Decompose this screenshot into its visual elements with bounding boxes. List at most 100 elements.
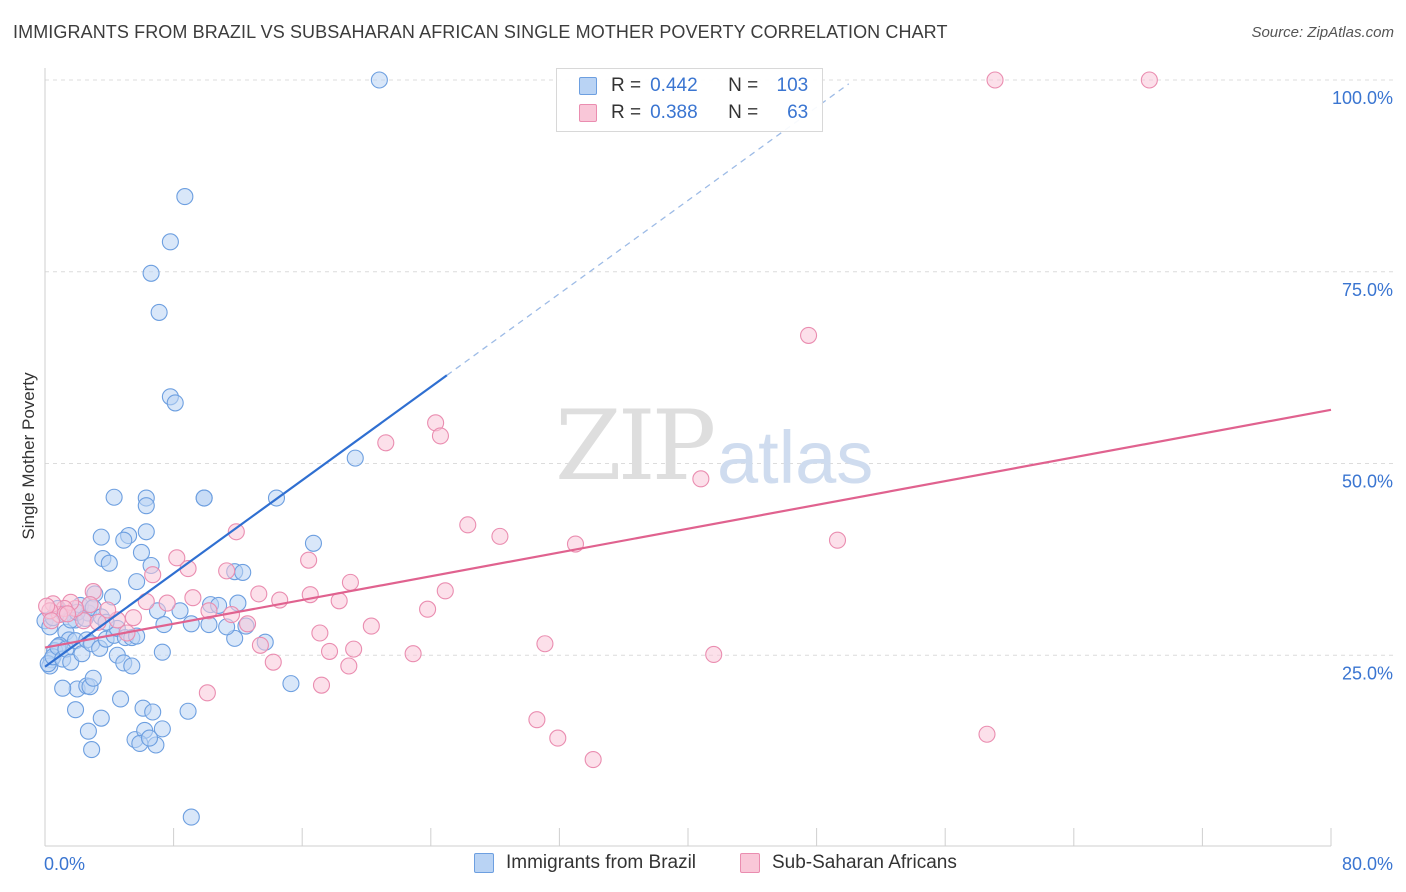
legend-label: Sub-Saharan Africans [772,852,957,873]
data-point [166,394,184,412]
data-point [137,497,155,515]
data-point [536,635,554,653]
data-point [128,573,146,591]
data-point [800,326,818,344]
data-point [182,615,200,633]
data-point [234,563,252,581]
data-point [459,516,477,534]
data-point [491,527,509,545]
data-point [528,711,546,729]
series-sub-saharan-africans [38,71,1158,769]
stats-legend: R = 0.442 N = 103 R = 0.388 N = 63 [556,68,823,132]
n-label: N = [728,75,759,96]
data-point [176,188,194,206]
data-point [370,71,388,89]
data-point [250,585,268,603]
legend-row-brazil: R = 0.442 N = 103 [579,74,808,98]
watermark-atlas: atlas [717,416,874,499]
data-point [346,449,364,467]
bottom-legend: Immigrants from Brazil Sub-Saharan Afric… [0,852,1406,876]
data-point [140,729,159,747]
data-point [304,534,323,552]
legend-row-subsaharan: R = 0.388 N = 63 [579,101,808,125]
data-point [184,589,202,607]
n-value: 103 [776,75,809,96]
legend-item-subsaharan[interactable]: Sub-Saharan Africans [740,852,957,874]
n-label: N = [728,102,759,123]
data-point [115,531,133,549]
y-tick-label: 25.0% [1342,663,1393,683]
data-point [153,643,171,661]
data-point [79,722,97,740]
data-point [92,709,110,727]
data-point [282,675,300,693]
data-point [198,684,216,702]
data-point [1140,71,1158,89]
n-value: 63 [787,102,809,123]
data-point [150,303,168,321]
data-point [320,642,339,660]
watermark-zip: ZIP [555,390,716,502]
y-axis-label: Single Mother Poverty [19,372,38,540]
data-point [84,669,102,687]
legend-item-brazil[interactable]: Immigrants from Brazil [474,852,696,874]
data-point [195,489,213,507]
data-point [158,594,176,612]
data-point [179,702,197,720]
pink-swatch-icon [579,104,597,122]
tick-labels: 25.0% 50.0% 75.0% 100.0% 0.0% 80.0% [44,88,1393,874]
r-value: 0.388 [650,102,698,123]
y-tick-label: 100.0% [1332,88,1393,108]
blue-swatch-icon [474,853,494,873]
data-point [312,676,331,694]
x-tick-label: 0.0% [44,854,85,874]
regression-line-subsaharan [44,408,1332,649]
data-point [692,470,710,488]
regression-extension-brazil [446,83,850,376]
data-point [419,600,437,618]
data-point [144,566,162,584]
data-point [66,701,85,719]
data-point [92,528,110,546]
x-tick-label: 80.0% [1342,854,1393,874]
data-point [38,597,56,615]
series-immigrants-from-brazil [36,71,388,826]
data-point [105,488,123,506]
data-point [144,703,162,721]
data-point [200,602,218,620]
data-point [137,593,155,611]
data-point [341,573,359,591]
data-point [218,562,236,580]
chart-title: IMMIGRANTS FROM BRAZIL VS SUBSAHARAN AFR… [13,22,948,42]
data-point [362,617,380,635]
data-point [345,640,363,658]
pink-swatch-icon [740,853,760,873]
source-label: Source: ZipAtlas.com [1251,24,1394,41]
y-tick-label: 75.0% [1342,280,1393,300]
r-value: 0.442 [650,75,698,96]
data-point [377,434,395,452]
data-point [171,602,189,620]
data-point [311,624,329,642]
data-point [264,653,282,671]
data-point [99,601,117,619]
data-point [123,657,141,675]
data-point [142,264,160,282]
data-point [404,645,422,663]
data-point [182,808,200,826]
data-point [705,645,723,664]
data-point [978,725,996,743]
data-point [340,657,358,675]
r-label: R = [611,102,642,123]
data-point [153,720,171,738]
data-point [431,427,449,445]
data-point [251,636,269,654]
data-point [132,543,150,562]
axes [44,68,1332,847]
data-point [137,523,155,541]
data-point [83,741,101,759]
data-point [828,531,847,549]
data-point [124,609,142,627]
data-point [436,582,454,600]
data-point [584,751,602,769]
